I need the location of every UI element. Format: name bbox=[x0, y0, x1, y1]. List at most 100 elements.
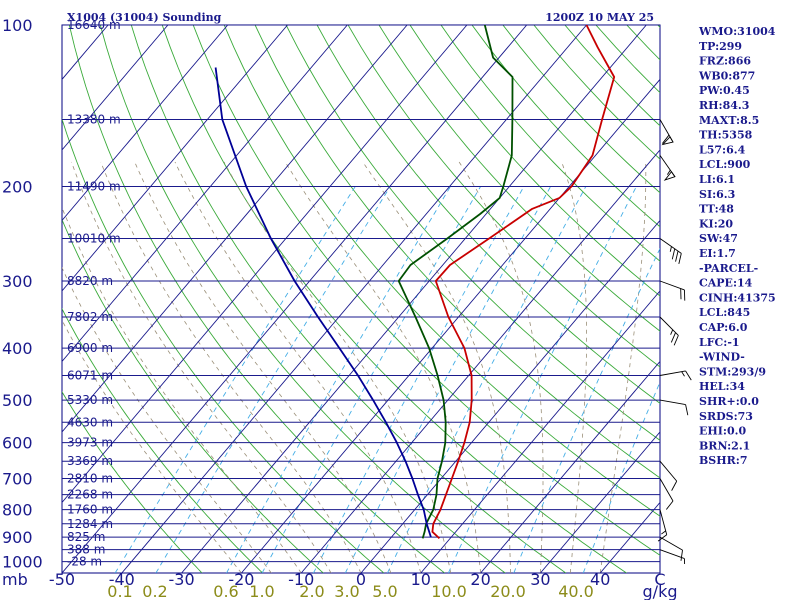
mixing-ratio-line bbox=[513, 247, 660, 573]
temperature-tick-label: 30 bbox=[530, 570, 550, 589]
mixing-ratio-line bbox=[261, 186, 481, 573]
isotherm bbox=[121, 25, 587, 573]
height-label: 1284 m bbox=[67, 517, 113, 531]
isotherm bbox=[540, 431, 660, 573]
mixing-ratio-line bbox=[447, 186, 637, 573]
index-entry: -WIND- bbox=[699, 351, 745, 364]
isotherm bbox=[62, 25, 348, 363]
wind-barb-full bbox=[673, 335, 679, 346]
height-label: 5330 m bbox=[67, 393, 113, 407]
dry-adiabat bbox=[409, 25, 660, 297]
dry-adiabat bbox=[62, 218, 324, 573]
mixing-ratio-tick-label: 0.2 bbox=[142, 582, 167, 600]
wind-barb bbox=[659, 370, 692, 381]
isotherm bbox=[0, 25, 48, 573]
index-entry: CAP:6.0 bbox=[699, 321, 748, 334]
temperature-unit-label: C bbox=[654, 570, 665, 589]
mixing-ratio-line bbox=[386, 186, 587, 573]
wind-barb-shaft bbox=[659, 509, 668, 535]
dry-adiabat bbox=[68, 25, 445, 573]
index-entry: -PARCEL- bbox=[699, 262, 758, 275]
index-entry: WB0:877 bbox=[698, 69, 755, 82]
moist-adiabat bbox=[62, 266, 272, 573]
index-entry: SW:47 bbox=[699, 232, 738, 245]
wind-barb-pennant bbox=[661, 136, 674, 146]
dry-adiabat bbox=[378, 25, 660, 332]
moist-adiabat bbox=[223, 161, 452, 573]
height-label: 4630 m bbox=[67, 415, 113, 429]
wind-barb bbox=[659, 238, 682, 265]
height-label: 6071 m bbox=[67, 369, 113, 383]
moist-adiabat bbox=[71, 161, 332, 573]
height-label: 388 m bbox=[67, 543, 105, 557]
isotherm bbox=[62, 25, 468, 504]
wind-barb-full bbox=[665, 500, 674, 510]
dry-adiabat bbox=[192, 25, 660, 556]
wind-barb-half bbox=[661, 530, 666, 535]
isotherm bbox=[62, 25, 169, 151]
index-entry: CAPE:14 bbox=[699, 277, 753, 290]
pressure-tick-label: 100 bbox=[2, 16, 33, 35]
temperature-tick-label: -10 bbox=[288, 570, 314, 589]
wind-barb-shaft bbox=[659, 536, 683, 551]
pressure-tick-label: 200 bbox=[2, 178, 33, 197]
mixing-ratio-line bbox=[313, 186, 525, 573]
mixing-ratio-tick-label: 3.0 bbox=[334, 582, 359, 600]
index-entry: BSHR:7 bbox=[699, 454, 748, 467]
mixing-ratio-tick-label: 0.1 bbox=[107, 582, 132, 600]
series-layer bbox=[214, 25, 616, 540]
mixing-ratio-tick-label: 5.0 bbox=[372, 582, 397, 600]
isotherm bbox=[300, 149, 660, 573]
parcel-trace bbox=[214, 67, 432, 538]
mixing-ratio-tick-label: 10.0 bbox=[431, 582, 467, 600]
pressure-tick-label: 500 bbox=[2, 391, 33, 410]
mixing-ratio-tick-label: 1.0 bbox=[249, 582, 274, 600]
wind-barb-full bbox=[671, 480, 678, 491]
height-label: 3973 m bbox=[67, 436, 113, 450]
wind-barb bbox=[659, 280, 686, 301]
wind-barb bbox=[659, 119, 674, 146]
pressure-tick-label: 1000 bbox=[2, 553, 43, 572]
mixing-ratio-line bbox=[344, 186, 551, 573]
height-label: 3369 m bbox=[67, 454, 113, 468]
height-label: 16640 m bbox=[67, 18, 121, 32]
moist-adiabat bbox=[134, 161, 392, 573]
index-entry: LFC:-1 bbox=[699, 336, 740, 349]
pressure-tick-label: 700 bbox=[2, 470, 33, 489]
index-entry: TT:48 bbox=[699, 203, 734, 216]
isotherm bbox=[62, 25, 408, 433]
wind-barb bbox=[659, 549, 686, 564]
wind-barb-shaft bbox=[659, 460, 678, 482]
index-entry: SHR+:0.0 bbox=[699, 395, 759, 408]
pressure-tick-label: 300 bbox=[2, 272, 33, 291]
index-entry: CINH:41375 bbox=[699, 291, 776, 304]
mixing-ratio-tick-label: 2.0 bbox=[299, 582, 324, 600]
index-entry: LCL:900 bbox=[699, 158, 751, 171]
index-entry: SRDS:73 bbox=[699, 410, 753, 423]
wind-barb bbox=[659, 460, 678, 491]
moist-adiabat bbox=[174, 161, 422, 573]
dry-adiabat bbox=[347, 25, 660, 368]
index-entry: EHI:0.0 bbox=[699, 425, 746, 438]
temperature-tick-label: -30 bbox=[169, 570, 195, 589]
moist-adiabat bbox=[284, 161, 481, 573]
wind-barb bbox=[659, 155, 676, 181]
dry-adiabat bbox=[99, 25, 506, 573]
wind-barb-full bbox=[671, 248, 676, 260]
pressure-tick-label: 400 bbox=[2, 339, 33, 358]
isotherm bbox=[62, 25, 288, 292]
dewpoint-trace bbox=[397, 25, 514, 539]
wind-barb bbox=[659, 478, 674, 510]
isotherm bbox=[62, 25, 229, 222]
index-entry: LCL:845 bbox=[699, 306, 750, 319]
height-label: 825 m bbox=[67, 530, 105, 544]
wind-barb-full bbox=[680, 550, 683, 561]
wind-barb-half bbox=[683, 558, 686, 564]
index-entry: STM:293/9 bbox=[699, 365, 766, 378]
wind-barb-shaft bbox=[659, 370, 686, 376]
wind-barb-pennant bbox=[663, 171, 676, 181]
temperature-tick-label: 20 bbox=[470, 570, 490, 589]
isotherm bbox=[181, 25, 647, 573]
wind-barb-full bbox=[685, 404, 689, 416]
